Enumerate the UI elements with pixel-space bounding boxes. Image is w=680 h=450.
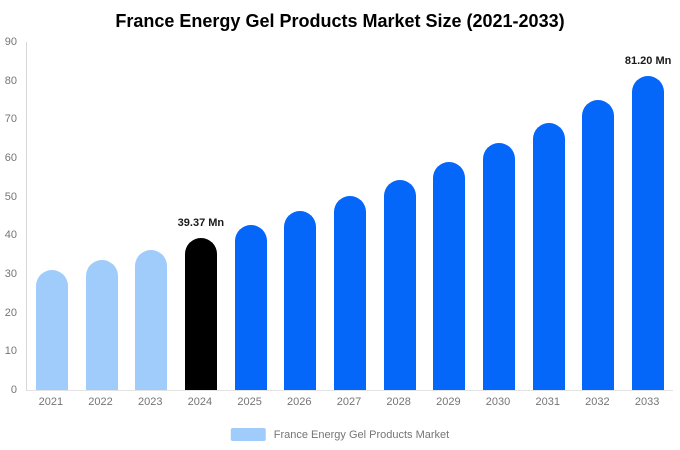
bar-2024 [184,237,217,390]
x-tick-label-2027: 2027 [336,396,362,408]
x-tick-label-2024: 2024 [187,396,213,408]
bar-2030 [483,143,516,390]
legend: France Energy Gel Products Market [230,428,450,441]
bar-slot-2027 [325,42,375,390]
bar-2021 [35,270,68,390]
bar-slot-2026 [275,42,325,390]
x-axis: 2021 2022 2023 2024 2025 2026 2027 2028 2029 2030… [26,396,672,408]
plot-area: 39.37 Mn 81.20 Mn [26,42,673,391]
bar-slot-2021 [27,42,77,390]
bar-2027 [333,196,366,390]
x-tick-label-2022: 2022 [88,396,113,408]
bar-slot-2025 [226,42,276,390]
y-tick-label-80: 80 [4,74,17,87]
bar-2032 [582,100,615,390]
y-axis: 0 10 20 30 40 50 60 70 80 90 [0,0,17,450]
bar-slot-2024: 39.37 Mn [176,42,226,390]
x-tick-label-2025: 2025 [237,396,262,408]
x-tick-label-2028: 2028 [386,396,411,408]
bar-slot-2028 [375,42,425,390]
bar-slot-2022 [77,42,127,390]
bar-2022 [85,260,118,390]
bar-slot-2033: 81.20 Mn [623,42,673,390]
bar-2033 [632,76,665,390]
y-tick-label-0: 0 [10,384,17,396]
y-tick-label-20: 20 [4,306,17,319]
x-tick-label-2031: 2031 [535,396,560,408]
y-tick-label-30: 30 [4,268,17,280]
bar-2023 [135,249,168,390]
legend-swatch-icon [230,428,266,441]
y-tick-label-60: 60 [4,152,17,164]
bar-2029 [433,162,466,390]
bar-2031 [532,122,565,390]
bar-slot-2030 [474,42,524,390]
y-tick-label-70: 70 [4,113,17,126]
bar-2025 [234,225,267,390]
y-tick-label-40: 40 [4,229,17,242]
x-tick-label-2032: 2032 [585,396,610,408]
bar-slot-2032 [574,42,624,390]
x-tick-label-2030: 2030 [485,396,511,408]
x-tick-label-2029: 2029 [436,396,461,408]
bar-slot-2031 [524,42,574,390]
bar-slot-2029 [425,42,475,390]
x-tick-label-2023: 2023 [137,396,163,408]
x-tick-label-2021: 2021 [38,396,64,408]
x-tick-label-2033: 2033 [634,396,660,408]
y-tick-label-90: 90 [4,36,17,48]
bar-2026 [284,211,317,390]
legend-label: France Energy Gel Products Market [273,428,450,441]
bar-2028 [383,180,416,390]
bar-value-label-2033: 81.20 Mn [624,55,672,67]
y-tick-label-10: 10 [4,345,17,358]
chart-title: France Energy Gel Products Market Size (… [115,11,565,31]
bar-slot-2023 [126,42,176,390]
y-tick-label-50: 50 [4,190,17,203]
bar-value-label-2024: 39.37 Mn [177,216,225,229]
x-tick-label-2026: 2026 [287,396,312,408]
